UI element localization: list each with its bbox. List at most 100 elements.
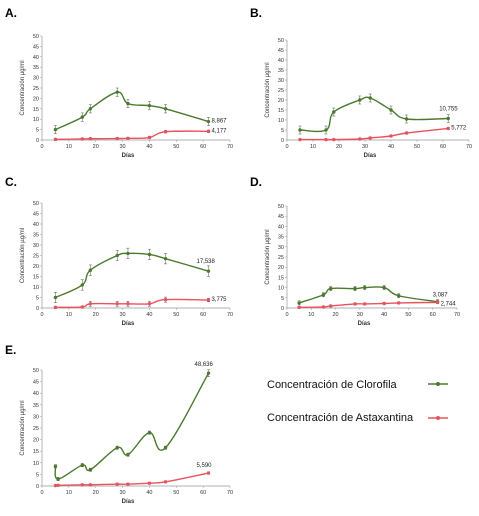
data-point-astaxanthin — [126, 136, 130, 141]
data-point-astaxanthin — [297, 305, 301, 310]
panel-a: A. 0 5 10 15 20 25 30 35 40 45 50 0 10 20 30 40 50 60 70 Día… — [5, 6, 233, 159]
data-point-astaxanthin — [353, 302, 357, 306]
x-tick-label: 10 — [66, 490, 72, 496]
data-point-astaxanthin — [321, 305, 326, 309]
panel-d: D. 0 5 10 15 20 25 30 35 40 45 50 0 10 20 30 40 50 60 70 Día… — [250, 175, 460, 327]
y-tick-label: 40 — [278, 58, 284, 64]
x-tick-label: 20 — [336, 144, 342, 150]
data-point-chlorophyll — [80, 115, 84, 119]
y-tick-label: 15 — [278, 275, 284, 281]
y-tick-label: 0 — [281, 138, 284, 144]
y-tick-label: 35 — [278, 68, 284, 74]
legend-label-astaxanthin: Concentración de Astaxantina — [267, 412, 414, 424]
series-line-astaxanthin — [55, 298, 209, 309]
series-line-chlorophyll — [299, 96, 449, 133]
x-tick-label: 60 — [200, 144, 206, 150]
data-point-astaxanthin — [206, 471, 211, 475]
legend-marker-astaxanthin — [436, 416, 440, 420]
x-tick-label: 50 — [173, 312, 179, 318]
y-tick-label: 25 — [33, 426, 39, 432]
x-tick-label: 0 — [40, 312, 43, 318]
x-tick-label: 40 — [381, 312, 387, 318]
data-point-chlorophyll — [298, 128, 302, 132]
data-point-chlorophyll — [56, 477, 60, 481]
y-tick-label: 20 — [33, 438, 39, 444]
data-point-chlorophyll — [329, 286, 333, 291]
x-tick-label: 30 — [120, 312, 126, 318]
x-tick-label: 50 — [414, 144, 420, 150]
end-value-label-astaxanthin: 5,772 — [451, 125, 467, 131]
x-tick-label: 60 — [200, 312, 206, 318]
series-line-chlorophyll — [55, 252, 209, 299]
end-value-label-chlorophyll: 48,636 — [195, 362, 214, 368]
data-point-chlorophyll — [206, 119, 211, 124]
data-point-chlorophyll — [321, 293, 326, 297]
y-axis-title: Concentración µg/ml — [265, 62, 271, 117]
y-axis-title: Concentración µg/ml — [20, 228, 26, 283]
data-point-chlorophyll — [147, 252, 152, 257]
legend-label-chlorophyll: Concentración de Clorofila — [267, 379, 398, 391]
data-point-astaxanthin — [435, 300, 440, 305]
data-point-chlorophyll — [126, 452, 130, 457]
data-point-astaxanthin — [163, 129, 168, 134]
data-point-chlorophyll — [332, 110, 336, 114]
data-point-chlorophyll — [80, 283, 84, 287]
y-tick-label: 10 — [278, 286, 284, 292]
x-tick-label: 70 — [227, 312, 233, 318]
data-point-chlorophyll — [206, 371, 211, 375]
data-point-astaxanthin — [332, 137, 336, 142]
data-point-chlorophyll — [53, 464, 58, 468]
data-point-astaxanthin — [115, 482, 119, 486]
data-point-astaxanthin — [358, 137, 362, 141]
data-point-chlorophyll — [163, 107, 168, 111]
data-point-astaxanthin — [206, 129, 211, 134]
data-point-astaxanthin — [56, 483, 60, 488]
data-point-astaxanthin — [404, 131, 409, 135]
x-tick-label: 70 — [227, 490, 233, 496]
data-point-chlorophyll — [88, 107, 93, 111]
x-tick-label: 10 — [66, 144, 72, 150]
end-value-label-astaxanthin: 2,744 — [441, 301, 457, 307]
x-tick-label: 20 — [93, 144, 99, 150]
data-point-chlorophyll — [397, 294, 401, 298]
data-point-chlorophyll — [297, 301, 301, 305]
x-axis-title: Días — [122, 153, 135, 159]
x-tick-label: 20 — [93, 312, 99, 318]
y-tick-label: 30 — [33, 243, 39, 249]
x-tick-label: 70 — [227, 144, 233, 150]
panel-b: B. 0 5 10 15 20 25 30 35 40 45 50 0 10 20 30 40 50 60 70 Día… — [250, 6, 472, 159]
x-tick-label: 30 — [357, 312, 363, 318]
data-point-chlorophyll — [80, 463, 84, 467]
data-point-chlorophyll — [353, 286, 357, 291]
y-tick-label: 20 — [278, 98, 284, 104]
x-tick-label: 20 — [93, 490, 99, 496]
data-point-astaxanthin — [80, 483, 84, 487]
y-tick-label: 5 — [36, 128, 39, 134]
y-tick-label: 5 — [281, 128, 284, 134]
data-point-astaxanthin — [115, 136, 119, 141]
end-value-label-astaxanthin: 5,590 — [197, 463, 213, 469]
y-tick-label: 5 — [36, 472, 39, 478]
y-tick-label: 50 — [33, 34, 39, 40]
y-tick-label: 0 — [36, 306, 39, 312]
x-tick-label: 40 — [146, 490, 152, 496]
x-tick-label: 40 — [388, 144, 394, 150]
data-point-chlorophyll — [88, 268, 93, 272]
y-tick-label: 30 — [278, 245, 284, 251]
data-point-chlorophyll — [115, 253, 119, 258]
data-point-astaxanthin — [53, 483, 58, 488]
data-point-astaxanthin — [53, 137, 58, 142]
y-tick-label: 20 — [278, 265, 284, 271]
panel-letter: E. — [5, 343, 16, 357]
x-tick-label: 50 — [173, 144, 179, 150]
y-tick-label: 15 — [33, 275, 39, 281]
data-point-astaxanthin — [324, 137, 328, 142]
end-value-label-astaxanthin: 4,177 — [212, 128, 228, 134]
y-tick-label: 15 — [278, 108, 284, 114]
series-line-astaxanthin — [54, 472, 209, 487]
y-tick-label: 40 — [33, 391, 39, 397]
data-point-astaxanthin — [147, 135, 152, 140]
end-value-label-chlorophyll: 17,538 — [197, 259, 216, 265]
data-point-astaxanthin — [389, 134, 393, 138]
